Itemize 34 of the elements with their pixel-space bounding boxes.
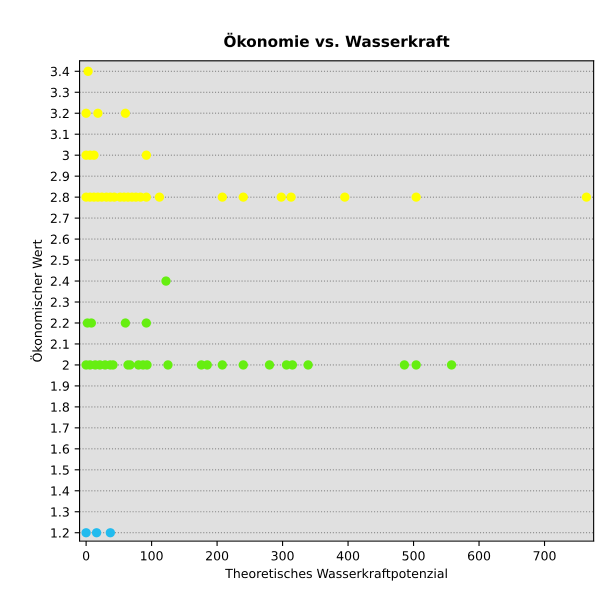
y-tick-label: 3.1: [50, 130, 69, 140]
y-tick-label: 2.9: [50, 172, 69, 182]
y-tick-label: 2.6: [50, 234, 70, 244]
y-axis-title: Ökonomischer Wert: [30, 240, 42, 362]
y-tick-label: 1.5: [51, 465, 69, 475]
x-tick-label: 400: [336, 551, 360, 561]
y-tick-label: 2.1: [50, 339, 69, 349]
x-tick-label: 300: [272, 551, 294, 561]
x-axis-title: Theoretisches Wasserkraftpotenzial: [225, 568, 447, 581]
x-tick-label: 600: [468, 551, 490, 561]
y-tick-label: 1.3: [51, 507, 69, 517]
y-tick-label: 3: [62, 150, 69, 160]
y-tick-label: 1.6: [51, 444, 70, 454]
chart-title: Ökonomie vs. Wasserkraft: [224, 32, 450, 48]
y-tick-label: 1.2: [51, 528, 69, 538]
y-tick-label: 3.2: [50, 108, 69, 118]
x-tick-label: 200: [206, 551, 228, 561]
y-tick-label: 2.7: [50, 214, 69, 223]
y-tick-label: 3.4: [50, 66, 70, 76]
y-tick-label: 2: [62, 360, 69, 370]
y-tick-label: 2.3: [50, 297, 69, 307]
y-tick-label: 1.9: [51, 381, 69, 391]
y-tick-label: 1.8: [51, 402, 69, 412]
x-tick-label: 500: [402, 551, 425, 561]
y-tick-label: 2.2: [50, 318, 69, 328]
y-tick-label: 1.7: [51, 423, 69, 433]
y-tick-label: 2.4: [50, 276, 70, 286]
y-tick-label: 3.3: [50, 88, 69, 98]
y-tick-label: 1.4: [51, 486, 70, 496]
x-tick-label: 0: [82, 551, 90, 561]
x-tick-label: 100: [141, 551, 163, 561]
y-tick-label: 2.8: [50, 192, 69, 202]
x-tick-label: 700: [534, 551, 556, 561]
y-tick-label: 2.5: [50, 256, 69, 265]
